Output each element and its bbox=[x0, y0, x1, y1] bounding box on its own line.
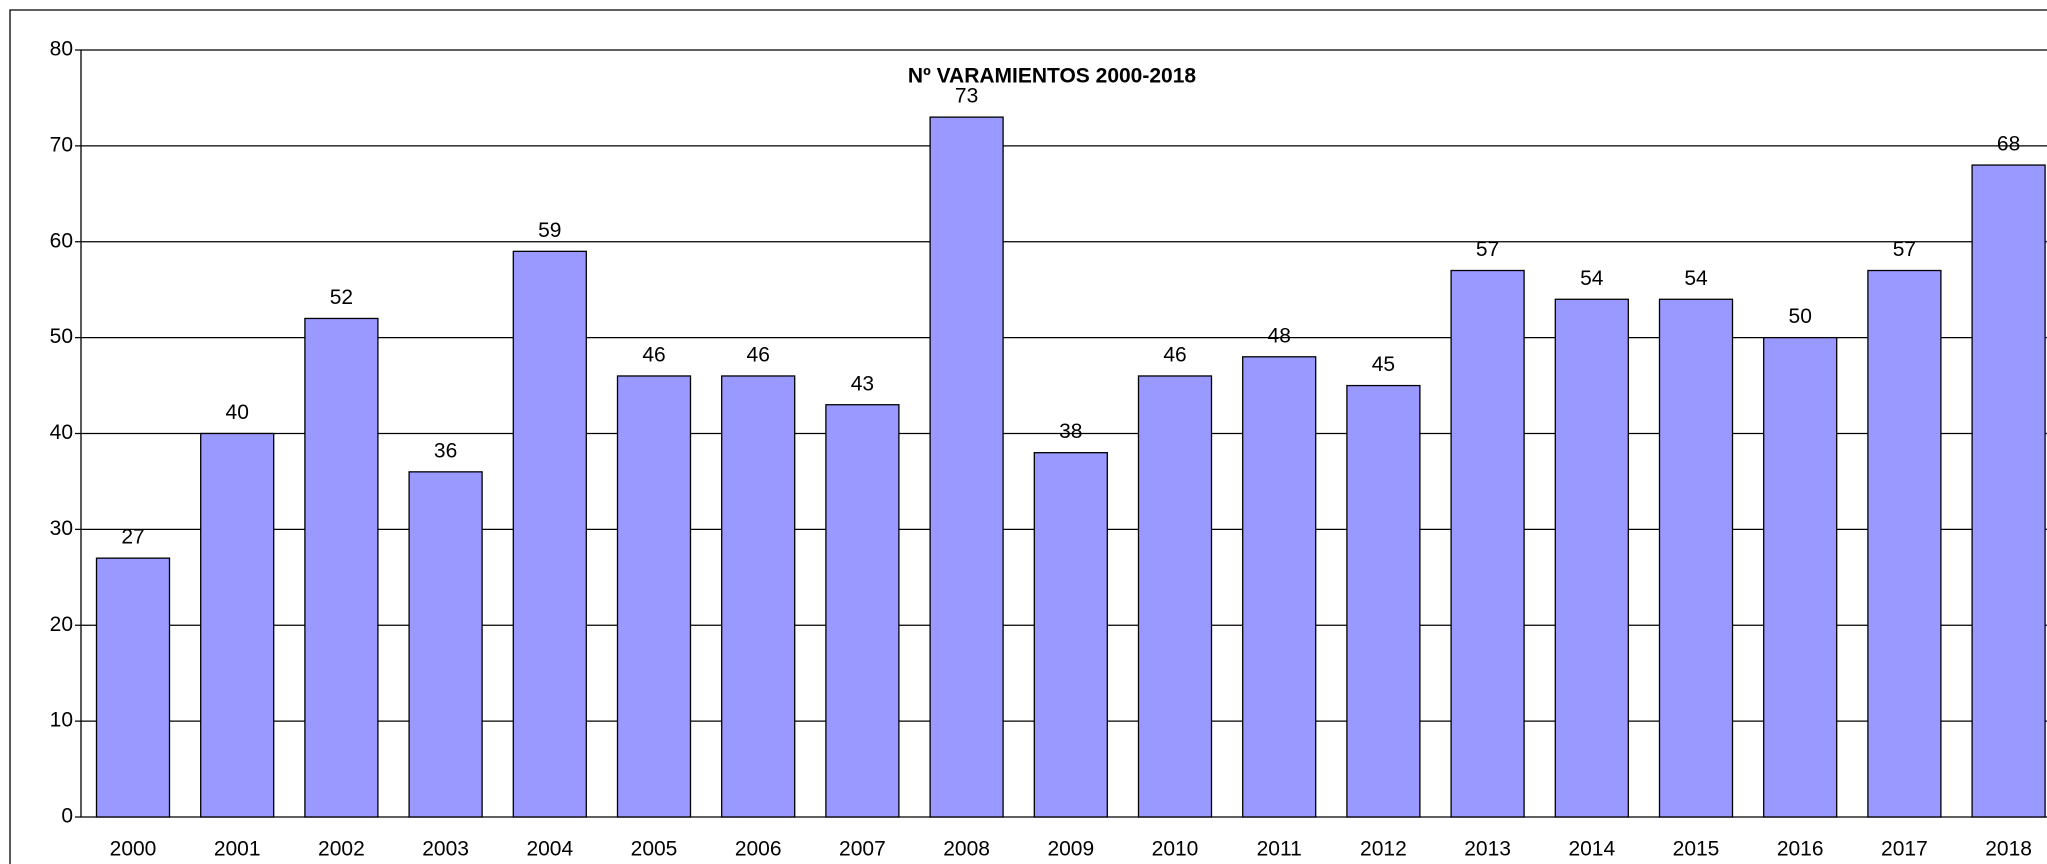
bar bbox=[1033, 452, 1108, 818]
y-tick-label: 40 bbox=[50, 421, 73, 444]
data-label: 48 bbox=[1268, 324, 1291, 347]
bar bbox=[304, 317, 379, 818]
x-tick-label: 2011 bbox=[1257, 838, 1302, 861]
x-tick-label: 2002 bbox=[318, 838, 365, 861]
data-label: 50 bbox=[1789, 305, 1812, 328]
bar bbox=[1867, 269, 1942, 818]
x-tick-label: 2008 bbox=[943, 838, 990, 861]
x-tick-label: 2009 bbox=[1047, 838, 1094, 861]
bar bbox=[1971, 164, 2046, 818]
bar bbox=[1242, 356, 1317, 818]
data-label: 43 bbox=[851, 372, 874, 395]
x-tick-label: 2007 bbox=[839, 838, 886, 861]
x-tick-label: 2017 bbox=[1881, 838, 1928, 861]
data-label: 40 bbox=[226, 401, 249, 424]
data-label: 46 bbox=[642, 344, 665, 367]
data-label: 68 bbox=[1997, 133, 2020, 156]
x-tick-label: 2001 bbox=[214, 838, 261, 861]
data-label: 38 bbox=[1059, 420, 1082, 443]
x-tick-label: 2016 bbox=[1777, 838, 1824, 861]
x-tick-label: 2005 bbox=[631, 838, 678, 861]
x-tick-label: 2004 bbox=[526, 838, 573, 861]
bar bbox=[721, 375, 796, 818]
chart-title: Nº VARAMIENTOS 2000-2018 bbox=[908, 65, 1196, 88]
y-tick-label: 20 bbox=[50, 613, 73, 636]
bar bbox=[1450, 269, 1525, 818]
data-label: 46 bbox=[1163, 344, 1186, 367]
bar bbox=[408, 471, 483, 818]
x-tick-label: 2006 bbox=[735, 838, 782, 861]
y-tick-label: 70 bbox=[50, 133, 73, 156]
x-tick-label: 2003 bbox=[422, 838, 469, 861]
x-tick-label: 2010 bbox=[1152, 838, 1199, 861]
data-label: 59 bbox=[538, 219, 561, 242]
y-tick-label: 50 bbox=[50, 325, 73, 348]
data-label: 52 bbox=[330, 286, 353, 309]
bar bbox=[512, 250, 587, 818]
data-label: 54 bbox=[1684, 267, 1708, 290]
bar bbox=[95, 557, 171, 818]
data-label: 57 bbox=[1893, 238, 1916, 261]
x-tick-label: 2012 bbox=[1360, 838, 1407, 861]
bar bbox=[825, 404, 900, 818]
x-tick-label: 2015 bbox=[1673, 838, 1720, 861]
y-tick-label: 30 bbox=[50, 517, 73, 540]
data-label: 45 bbox=[1372, 353, 1395, 376]
x-tick-label: 2018 bbox=[1985, 838, 2032, 861]
x-tick-label: 2013 bbox=[1464, 838, 1511, 861]
data-label: 54 bbox=[1580, 267, 1604, 290]
bar bbox=[929, 116, 1004, 818]
data-label: 46 bbox=[747, 344, 770, 367]
bars bbox=[95, 116, 2046, 818]
y-tick-label: 80 bbox=[50, 38, 73, 61]
data-label: 73 bbox=[955, 85, 978, 108]
bar bbox=[1346, 384, 1421, 818]
x-tick-label: 2014 bbox=[1568, 838, 1615, 861]
bar bbox=[1137, 375, 1213, 818]
chart-frame bbox=[9, 9, 2047, 864]
bar bbox=[200, 432, 275, 818]
bar bbox=[1763, 336, 1838, 818]
bar bbox=[616, 375, 692, 818]
x-tick-label: 2000 bbox=[110, 838, 157, 861]
data-label: 27 bbox=[121, 526, 144, 549]
data-label: 36 bbox=[434, 439, 457, 462]
y-tick-label: 60 bbox=[50, 229, 73, 252]
bar bbox=[1554, 298, 1629, 818]
y-tick-label: 0 bbox=[61, 805, 73, 828]
data-label: 57 bbox=[1476, 238, 1499, 261]
bar bbox=[1658, 298, 1734, 818]
y-tick-label: 10 bbox=[50, 709, 73, 732]
